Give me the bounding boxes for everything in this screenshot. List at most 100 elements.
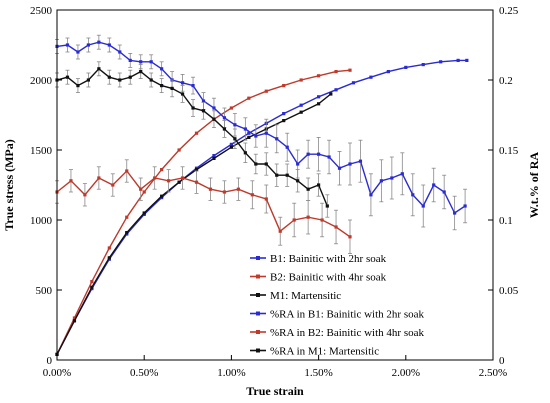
data-point	[400, 172, 404, 176]
y-right-axis-title: W.t.% of RA	[527, 152, 541, 219]
data-point	[306, 215, 310, 219]
legend-swatch-marker	[256, 348, 260, 353]
data-point	[180, 176, 185, 180]
series-3	[55, 34, 468, 231]
data-point	[65, 43, 70, 47]
data-point	[299, 110, 303, 114]
data-point	[201, 109, 206, 113]
data-point	[97, 67, 101, 71]
data-point	[442, 190, 446, 194]
y-left-tick-label: 500	[36, 285, 53, 297]
data-point	[180, 92, 185, 96]
data-point	[212, 106, 216, 110]
data-point	[456, 58, 460, 62]
data-point	[254, 134, 258, 138]
data-point	[379, 179, 383, 183]
y-left-tick-label: 0	[47, 355, 53, 367]
data-point	[160, 67, 164, 71]
data-point	[421, 204, 425, 208]
data-point	[233, 137, 237, 141]
legend-swatch-marker	[256, 293, 260, 297]
legend-entry: B2: Bainitic with 4hr soak	[270, 272, 387, 284]
data-point	[264, 89, 268, 93]
y-left-tick-label: 1500	[30, 145, 53, 157]
data-point	[348, 68, 352, 72]
data-point	[247, 96, 251, 100]
data-point	[160, 194, 164, 198]
data-point	[86, 78, 90, 82]
data-point	[222, 116, 227, 120]
data-point	[177, 180, 181, 184]
series-4	[55, 159, 352, 255]
data-point	[142, 211, 146, 215]
legend-swatch-marker	[256, 330, 260, 334]
data-point	[306, 187, 310, 191]
data-point	[358, 159, 363, 163]
data-point	[254, 162, 258, 166]
data-point	[285, 173, 289, 177]
data-point	[107, 246, 111, 250]
data-point	[212, 117, 216, 121]
data-point	[439, 60, 443, 64]
data-point	[125, 231, 129, 235]
data-point	[453, 211, 457, 215]
data-point	[107, 256, 111, 260]
y-left-axis-title: True stress (MPa)	[2, 139, 16, 231]
data-point	[285, 145, 289, 149]
data-point	[72, 319, 77, 323]
data-point	[299, 78, 303, 82]
data-point	[282, 119, 286, 123]
data-point	[325, 204, 329, 208]
data-point	[282, 84, 286, 88]
data-point	[306, 152, 310, 156]
data-point	[170, 86, 174, 90]
data-point	[160, 84, 164, 88]
data-point	[222, 190, 227, 194]
data-point	[118, 50, 122, 54]
data-point	[292, 218, 296, 222]
data-point	[118, 78, 122, 82]
series-5	[55, 61, 330, 218]
data-point	[142, 190, 146, 194]
data-point	[411, 193, 415, 197]
y-right-tick-label: 0.05	[499, 285, 519, 297]
legend: B1: Bainitic with 2hr soak B2: Bainitic w…	[250, 253, 424, 358]
data-point	[334, 225, 338, 229]
plot-frame	[56, 9, 494, 361]
data-point	[282, 112, 286, 116]
data-point	[139, 187, 143, 191]
data-point	[404, 65, 408, 69]
data-point	[275, 137, 279, 141]
y-right-tick-label: 0.15	[499, 145, 519, 157]
data-point	[320, 218, 324, 222]
data-point	[317, 74, 321, 78]
data-point	[167, 179, 171, 183]
data-point	[149, 78, 153, 82]
data-point	[111, 183, 115, 187]
data-point	[191, 106, 195, 110]
data-point	[65, 75, 70, 79]
x-tick-label: 1.00%	[217, 367, 245, 379]
data-point	[264, 162, 268, 166]
y-left-tick-label: 1000	[30, 215, 53, 227]
data-point	[247, 131, 251, 135]
data-point	[97, 40, 101, 44]
data-point	[97, 176, 101, 180]
data-point	[329, 92, 333, 96]
data-point	[348, 235, 352, 239]
data-point	[348, 162, 352, 166]
data-point	[76, 84, 80, 88]
data-point	[421, 63, 425, 67]
data-point	[337, 166, 342, 170]
data-point	[243, 127, 247, 131]
legend-entry: %RA in M1: Martensitic	[270, 346, 379, 358]
series-line	[56, 69, 351, 355]
legend-swatch-marker	[256, 274, 260, 279]
data-point	[208, 187, 213, 191]
data-point	[317, 102, 321, 106]
data-point	[107, 43, 111, 47]
data-point	[191, 84, 195, 88]
data-point	[236, 187, 240, 191]
data-point	[149, 60, 153, 64]
